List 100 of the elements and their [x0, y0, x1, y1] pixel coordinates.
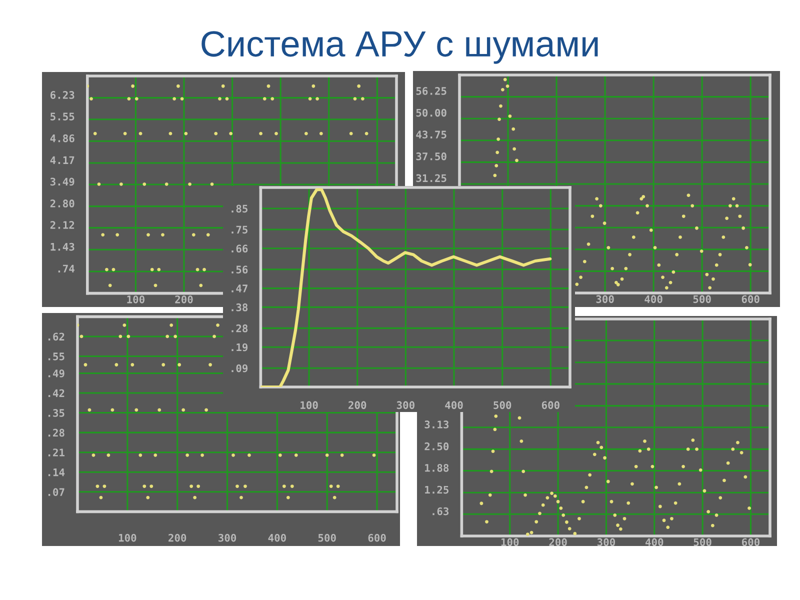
- y-tick-label: 2.80: [50, 200, 74, 208]
- y-tick-label: 1.25: [425, 486, 448, 494]
- point: [204, 408, 208, 412]
- point: [325, 453, 329, 457]
- point: [229, 132, 233, 136]
- point: [360, 97, 364, 100]
- x-tick-label: 500: [318, 534, 336, 542]
- y-tick-label: 5.55: [50, 112, 74, 120]
- y-tick-label: 6.23: [50, 91, 74, 99]
- point: [262, 97, 266, 100]
- y-tick-label: 3.49: [50, 178, 74, 186]
- point: [142, 484, 146, 488]
- point: [248, 453, 251, 457]
- point: [336, 484, 340, 488]
- y-tick-label: 31.25: [416, 174, 446, 182]
- x-tick-label: 400: [646, 538, 664, 546]
- point: [150, 484, 154, 488]
- x-tick-label: 100: [300, 401, 318, 410]
- y-tick-label: .62: [48, 332, 64, 341]
- point: [353, 97, 357, 100]
- point: [274, 132, 278, 136]
- point: [193, 496, 197, 500]
- point: [134, 97, 138, 100]
- y-tick-label: 2.50: [424, 442, 449, 450]
- point: [102, 484, 106, 488]
- point: [210, 182, 214, 186]
- y-tick-label: .38: [232, 303, 248, 312]
- x-tick-label: 100: [118, 534, 136, 542]
- point: [120, 182, 123, 186]
- y-tick-label: .47: [232, 284, 248, 292]
- point: [138, 453, 142, 457]
- point: [92, 453, 96, 457]
- point: [259, 132, 262, 136]
- point: [290, 484, 294, 488]
- y-tick-label: .21: [48, 448, 64, 456]
- point: [206, 233, 210, 236]
- y-tick-label: 2.12: [50, 221, 74, 229]
- point: [332, 496, 336, 500]
- x-tick-label: 600: [742, 538, 760, 546]
- point: [218, 97, 222, 100]
- y-tick-label: .19: [232, 343, 248, 352]
- y-tick-label: .35: [48, 409, 64, 417]
- y-tick-label: .74: [58, 264, 74, 272]
- point: [266, 84, 270, 88]
- point: [96, 484, 100, 488]
- x-tick-label: 600: [368, 534, 386, 542]
- x-tick-label: 100: [127, 295, 144, 304]
- x-tick-label: 400: [644, 295, 662, 304]
- point: [122, 323, 126, 327]
- point: [278, 453, 282, 457]
- y-tick-label: .28: [232, 324, 248, 332]
- x-tick-label: 300: [218, 534, 236, 542]
- x-tick-label: 200: [168, 534, 186, 542]
- y-tick-label: .85: [232, 204, 248, 213]
- x-tick-label: 200: [348, 401, 366, 410]
- point: [308, 97, 312, 100]
- point: [114, 363, 118, 366]
- y-tick-label: .63: [432, 507, 449, 516]
- point: [146, 496, 150, 500]
- point: [105, 268, 108, 272]
- x-tick-label: 400: [445, 401, 463, 410]
- y-tick-label: .09: [232, 364, 248, 372]
- point: [190, 484, 194, 488]
- point: [158, 408, 162, 412]
- point: [182, 408, 186, 412]
- y-tick-label: 4.86: [50, 134, 74, 142]
- point: [188, 182, 192, 186]
- point: [236, 484, 239, 488]
- point: [225, 97, 229, 100]
- y-tick-label: 50.00: [416, 108, 446, 117]
- point: [116, 233, 120, 236]
- point: [162, 363, 166, 366]
- point: [340, 453, 344, 457]
- point: [172, 97, 176, 100]
- point: [282, 484, 286, 488]
- y-tick-label: .42: [48, 389, 64, 397]
- point: [84, 363, 88, 366]
- point: [212, 334, 216, 338]
- x-tick-label: 400: [268, 534, 286, 542]
- point: [166, 334, 170, 338]
- point: [90, 97, 93, 100]
- point: [312, 84, 316, 88]
- point: [196, 484, 200, 488]
- point: [131, 84, 134, 88]
- point: [304, 132, 308, 136]
- point: [123, 132, 127, 136]
- point: [294, 453, 298, 457]
- point: [244, 484, 247, 488]
- y-tick-label: 1.88: [425, 464, 449, 472]
- point: [240, 496, 243, 500]
- x-tick-label: 600: [742, 295, 760, 304]
- point: [319, 132, 323, 136]
- x-tick-label: 300: [596, 295, 614, 304]
- x-tick-label: 200: [175, 295, 193, 304]
- y-tick-label: 4.17: [50, 156, 74, 164]
- point: [180, 97, 184, 100]
- point: [186, 453, 190, 457]
- point: [142, 182, 146, 186]
- point: [357, 84, 361, 88]
- y-tick-label: .28: [48, 428, 64, 437]
